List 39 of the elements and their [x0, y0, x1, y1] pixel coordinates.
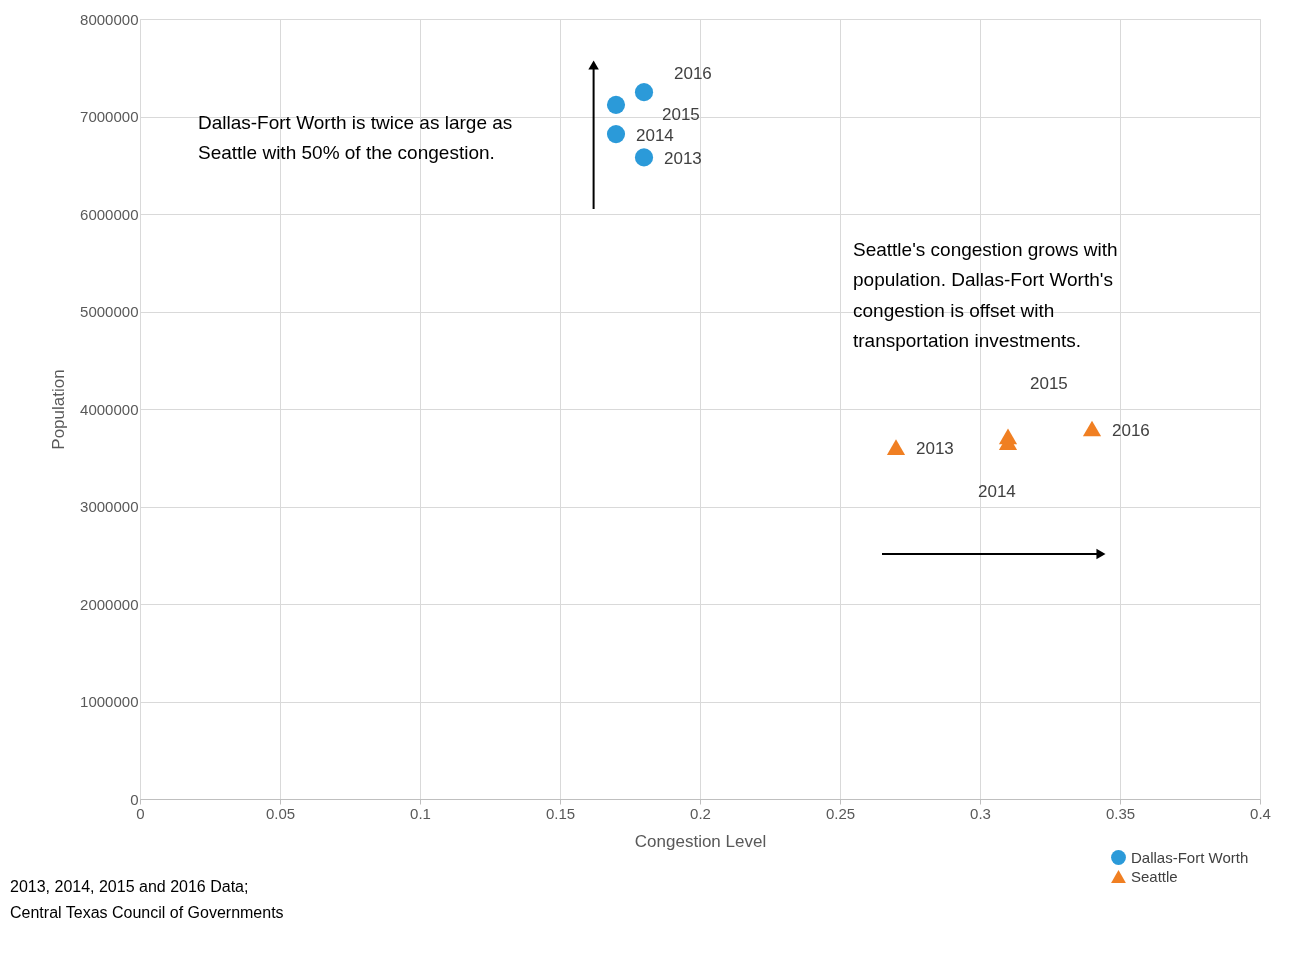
point — [886, 439, 906, 455]
annotation: Dallas-Fort Worth is twice as large as Seattle with 50% of the congestion. — [198, 112, 513, 164]
y-tick-label: 3000000 — [80, 498, 139, 515]
x-tick-label: 0.2 — [690, 804, 711, 822]
x-tick-label: 0.25 — [825, 804, 856, 822]
x-tick-label: 0.3 — [970, 804, 991, 822]
annotation: 2013 — [916, 439, 954, 459]
y-tick-label: 5000000 — [80, 303, 139, 320]
y-tick-label: 4000000 — [80, 400, 139, 418]
annotation: 2016 — [674, 64, 712, 84]
x-tick-label: 0.1 — [410, 804, 431, 822]
legend-label: Dallas-Fort Worth — [1131, 848, 1249, 866]
y-tick-label: 0 — [130, 790, 139, 808]
point — [634, 83, 654, 102]
y-tick-label: 1000000 — [80, 693, 139, 710]
annotation: 2015 — [662, 104, 700, 124]
annotation: 2014 — [636, 126, 674, 146]
x-tick-label: 0.15 — [545, 804, 576, 822]
y-tick-label: 7000000 — [80, 108, 139, 125]
y-axis-title: Population — [49, 369, 69, 450]
x-tick-label: 0.4 — [1250, 804, 1271, 822]
y-tick-label: 8000000 — [80, 10, 139, 28]
text: 2013, 2014, 2015 and 2016 Data; Central Texas Council of Governments — [10, 878, 284, 921]
point — [606, 124, 626, 144]
point — [998, 428, 1018, 445]
point — [634, 148, 654, 167]
legend-label: Seattle — [1131, 867, 1178, 885]
annotation: 2014 — [978, 482, 1016, 502]
point — [1082, 420, 1102, 437]
annotation: Seattle's congestion grows with population. Dallas-Fort Worth's congestion is offset with transportation investments. — [853, 239, 1118, 352]
y-tick-label: 6000000 — [80, 205, 139, 223]
annotation: 2013 — [664, 149, 702, 169]
x-tick-label: 0.35 — [1105, 804, 1136, 822]
annotation: 2016 — [1112, 420, 1150, 440]
x-tick-label: 0.05 — [265, 804, 296, 822]
annotation: 2015 — [1030, 374, 1068, 394]
x-axis-title: Congestion Level — [634, 831, 767, 851]
y-tick-label: 2000000 — [80, 595, 139, 613]
point — [606, 95, 626, 114]
